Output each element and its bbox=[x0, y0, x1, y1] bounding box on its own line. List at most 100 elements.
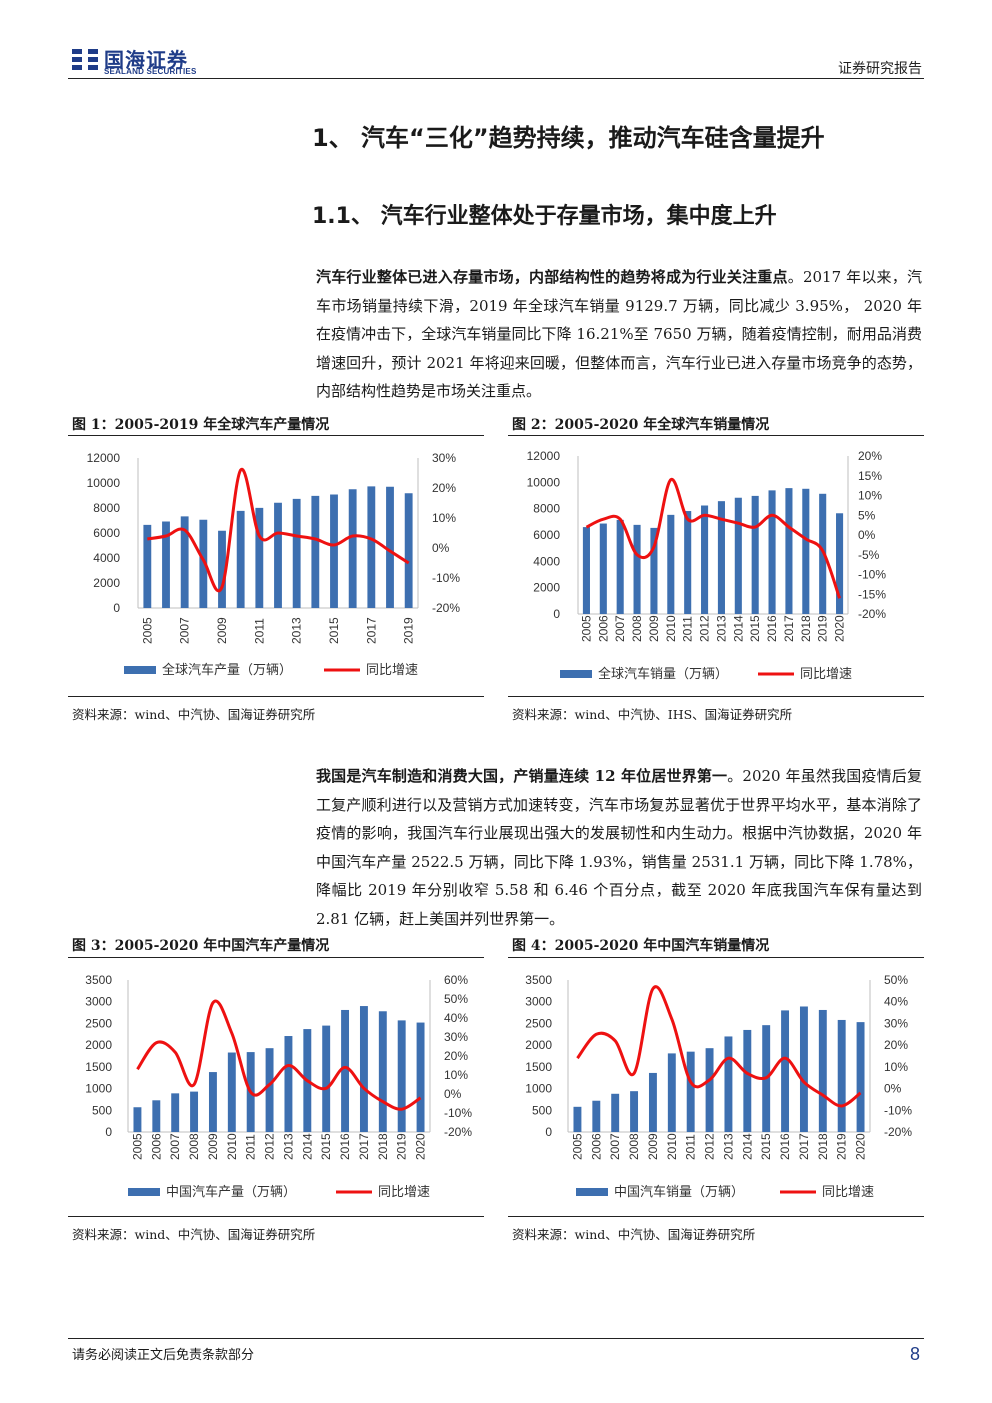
x-tick-label: 2017 bbox=[797, 1133, 811, 1160]
figure-1-rule-top bbox=[68, 435, 484, 436]
footer-divider bbox=[68, 1338, 924, 1339]
x-tick-label: 2007 bbox=[613, 615, 627, 642]
x-tick-label: 2020 bbox=[414, 1133, 428, 1160]
chart-global-production: 12000 10000 8000 6000 4000 2000 0 30% 20% 10% 0% -1… bbox=[87, 451, 461, 677]
bar bbox=[322, 1025, 331, 1132]
bar bbox=[768, 490, 776, 614]
bar bbox=[592, 1100, 601, 1132]
y-tick-label: 2500 bbox=[525, 1016, 552, 1030]
y-tick-label: 500 bbox=[92, 1103, 112, 1117]
x-tick-label: 2013 bbox=[721, 1133, 735, 1160]
legend-line-label: 同比增速 bbox=[822, 1184, 874, 1199]
y2-tick-label: 10% bbox=[432, 511, 456, 525]
y-tick-label: 500 bbox=[532, 1103, 552, 1117]
bar bbox=[190, 1091, 199, 1132]
bar bbox=[582, 527, 590, 614]
x-tick-label: 2020 bbox=[854, 1133, 868, 1160]
paragraph-1-body: 。2017 年以来，汽车市场销量持续下滑，2019 年全球汽车销量 9129.7… bbox=[316, 268, 922, 401]
figure-2-rule-top bbox=[508, 435, 924, 436]
y-tick-label: 6000 bbox=[533, 528, 560, 542]
x-tick-label: 2015 bbox=[327, 617, 341, 644]
x-tick-label: 2006 bbox=[596, 615, 610, 642]
bar bbox=[348, 489, 357, 608]
growth-rate-line bbox=[147, 467, 410, 593]
figure-2-source: 资料来源：wind、中汽协、IHS、国海证券研究所 bbox=[512, 707, 793, 722]
bar bbox=[397, 1020, 406, 1132]
legend-line-label: 同比增速 bbox=[378, 1184, 430, 1199]
x-tick-label: 2017 bbox=[357, 1133, 371, 1160]
bar bbox=[255, 507, 264, 608]
x-tick-label: 2018 bbox=[816, 1133, 830, 1160]
x-tick-label: 2014 bbox=[731, 615, 745, 642]
y2-tick-label: 50% bbox=[884, 973, 908, 987]
y2-tick-label: -20% bbox=[884, 1125, 912, 1139]
x-tick-label: 2019 bbox=[395, 1133, 409, 1160]
y-tick-label: 0 bbox=[105, 1125, 112, 1139]
paragraph-2: 我国是汽车制造和消费大国，产销量连续 12 年位居世界第一。2020 年虽然我国… bbox=[316, 762, 922, 934]
y-tick-label: 12000 bbox=[87, 451, 121, 465]
bar bbox=[724, 1036, 733, 1132]
x-tick-label: 2007 bbox=[178, 617, 192, 644]
x-tick-label: 2007 bbox=[168, 1133, 182, 1160]
x-tick-label: 2009 bbox=[646, 1133, 660, 1160]
y2-tick-label: 0% bbox=[884, 1082, 902, 1096]
y-tick-label: 8000 bbox=[533, 502, 560, 516]
bar bbox=[781, 1010, 790, 1132]
bar bbox=[599, 523, 607, 614]
bar bbox=[802, 488, 810, 614]
x-tick-label: 2007 bbox=[608, 1133, 622, 1160]
bar bbox=[686, 1051, 695, 1132]
paragraph-2-lead: 我国是汽车制造和消费大国，产销量连续 12 年位居世界第一 bbox=[316, 767, 728, 785]
bar bbox=[378, 1011, 387, 1132]
y-tick-label: 10000 bbox=[527, 475, 561, 489]
x-tick-label: 2010 bbox=[664, 615, 678, 642]
paragraph-1-lead: 汽车行业整体已进入存量市场，内部结构性的趋势将成为行业关注重点 bbox=[316, 268, 788, 286]
bar bbox=[359, 1006, 368, 1132]
bar bbox=[743, 1029, 752, 1132]
y-tick-label: 1000 bbox=[85, 1082, 112, 1096]
growth-rate-line bbox=[585, 478, 841, 599]
x-tick-label: 2016 bbox=[778, 1133, 792, 1160]
x-tick-label: 2009 bbox=[647, 615, 661, 642]
chart-china-production: 3500 3000 2500 2000 1500 1000 500 0 60% 50% 40% 30%… bbox=[85, 973, 472, 1199]
bar bbox=[648, 1072, 657, 1132]
figure-4-rule-bottom bbox=[508, 1216, 924, 1217]
x-tick-label: 2005 bbox=[140, 617, 154, 644]
legend-bar-label: 全球汽车销量（万辆） bbox=[598, 666, 728, 681]
x-tick-label: 2018 bbox=[376, 1133, 390, 1160]
logo-mark-icon bbox=[72, 46, 98, 74]
bar bbox=[180, 516, 189, 608]
subsection-title: 1.1、 汽车行业整体处于存量市场，集中度上升 bbox=[312, 204, 777, 229]
section-title: 1、 汽车“三化”趋势持续，推动汽车硅含量提升 bbox=[312, 124, 825, 152]
y2-tick-label: 40% bbox=[444, 1011, 468, 1025]
paragraph-1: 汽车行业整体已进入存量市场，内部结构性的趋势将成为行业关注重点。2017 年以来… bbox=[316, 263, 922, 406]
bar bbox=[133, 1107, 142, 1132]
y-tick-label: 2000 bbox=[93, 576, 120, 590]
y2-tick-label: 0% bbox=[432, 541, 450, 555]
bar bbox=[611, 1093, 620, 1132]
growth-rate-line bbox=[576, 985, 862, 1108]
x-tick-label: 2010 bbox=[665, 1133, 679, 1160]
y2-tick-label: 20% bbox=[444, 1049, 468, 1063]
y2-tick-label: -10% bbox=[884, 1103, 912, 1117]
footer-disclaimer: 请务必阅读正文后免责条款部分 bbox=[72, 1348, 255, 1363]
x-tick-label: 2016 bbox=[765, 615, 779, 642]
y-tick-label: 2000 bbox=[85, 1038, 112, 1052]
bar bbox=[367, 486, 376, 608]
y-tick-label: 6000 bbox=[93, 526, 120, 540]
y-tick-label: 4000 bbox=[93, 551, 120, 565]
chart-china-sales: 3500 3000 2500 2000 1500 1000 500 0 50% 40% 30% 20%… bbox=[525, 973, 912, 1199]
x-tick-label: 2005 bbox=[579, 615, 593, 642]
report-type: 证券研究报告 bbox=[838, 61, 922, 77]
y2-tick-label: 50% bbox=[444, 992, 468, 1006]
figure-3-rule-bottom bbox=[68, 1216, 484, 1217]
bar bbox=[701, 505, 709, 614]
y2-tick-label: -10% bbox=[858, 568, 886, 582]
y-tick-label: 2000 bbox=[525, 1038, 552, 1052]
x-tick-label: 2019 bbox=[816, 615, 830, 642]
bar bbox=[799, 1006, 808, 1132]
x-tick-label: 2010 bbox=[225, 1133, 239, 1160]
header-divider bbox=[68, 78, 924, 79]
y2-tick-label: 15% bbox=[858, 469, 882, 483]
bar bbox=[199, 519, 208, 608]
